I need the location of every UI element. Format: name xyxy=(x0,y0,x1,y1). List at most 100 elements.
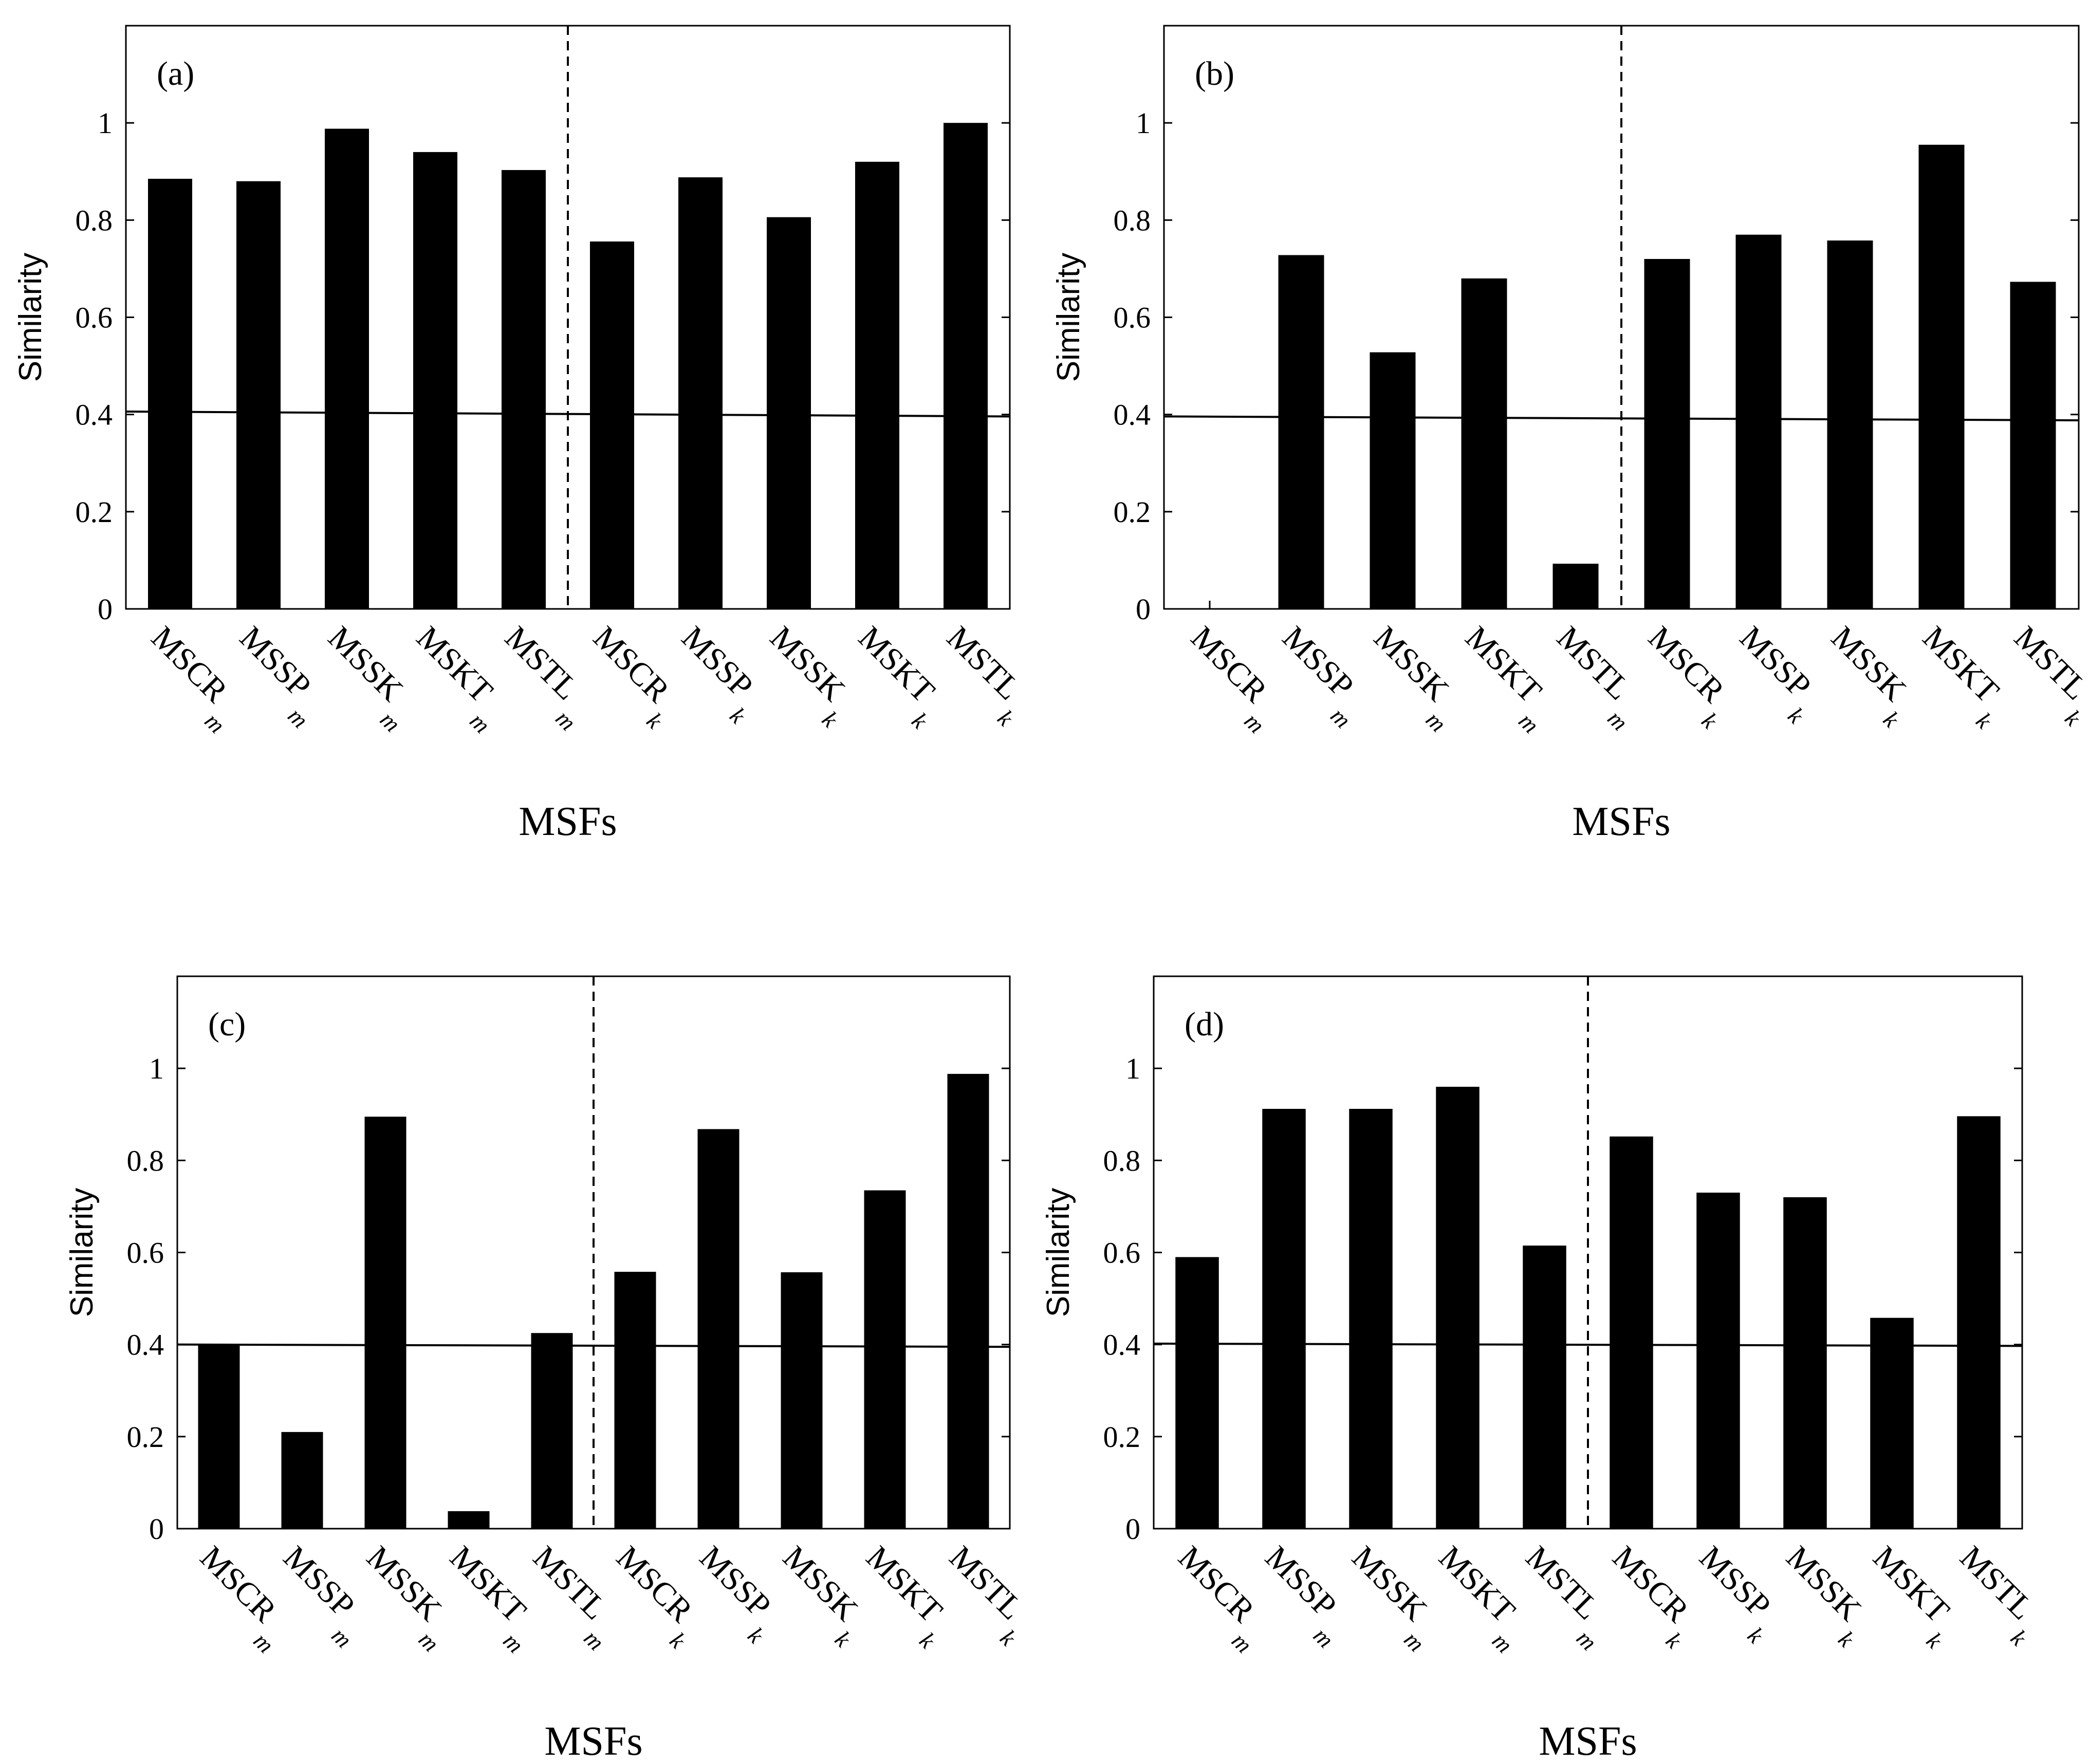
bar-b-6 xyxy=(1644,259,1690,609)
ytick-label-b-3: 0.6 xyxy=(1114,301,1151,335)
bar-a-6 xyxy=(590,241,634,609)
category-base-b-5: MSTL xyxy=(1550,619,1638,707)
bar-a-5 xyxy=(502,170,546,609)
bar-d-6 xyxy=(1610,1136,1653,1529)
category-label-d-2: MSSPm xyxy=(1245,1539,1359,1653)
bar-a-3 xyxy=(325,128,369,609)
ytick-label-a-1: 0.2 xyxy=(76,495,113,529)
category-base-d-10: MSTL xyxy=(1953,1539,2041,1627)
panel-d: 00.20.40.60.81(d)SimilarityMSCRmMSSPmMSS… xyxy=(1041,975,2053,1764)
bar-a-8 xyxy=(767,217,811,609)
category-sub-d-9: k xyxy=(1921,1627,1948,1654)
category-label-d-10: MSTLk xyxy=(1940,1539,2053,1651)
ytick-label-b-1: 0.2 xyxy=(1114,495,1151,529)
category-base-d-4: MSKT xyxy=(1432,1539,1523,1629)
category-label-b-7: MSSPk xyxy=(1720,619,1830,729)
category-sub-c-5: m xyxy=(579,1625,609,1656)
category-sub-d-2: m xyxy=(1308,1622,1339,1653)
category-label-d-5: MSTLm xyxy=(1506,1539,1622,1656)
ytick-label-b-5: 1 xyxy=(1136,106,1151,140)
bar-c-8 xyxy=(781,1272,823,1529)
ytick-label-c-2: 0.4 xyxy=(127,1328,164,1362)
category-base-d-6: MSCR xyxy=(1606,1539,1696,1629)
category-label-a-3: MSSKm xyxy=(308,619,426,737)
bar-a-7 xyxy=(678,177,723,609)
category-base-d-7: MSSP xyxy=(1693,1539,1778,1624)
category-sub-b-5: m xyxy=(1602,705,1633,736)
category-label-a-6: MSCRk xyxy=(574,619,689,734)
ytick-label-a-4: 0.8 xyxy=(76,203,113,237)
bar-b-2 xyxy=(1278,255,1324,609)
category-sub-a-1: m xyxy=(199,708,230,738)
category-base-a-1: MSCR xyxy=(144,619,235,710)
bar-b-9 xyxy=(1918,144,1965,609)
category-sub-b-3: m xyxy=(1421,707,1452,737)
category-label-b-3: MSSKm xyxy=(1354,619,1472,737)
category-base-b-4: MSKT xyxy=(1458,619,1549,710)
panel-b: 00.20.40.60.81(b)SimilarityMSCRmMSSPmMSS… xyxy=(1051,25,2089,844)
bar-b-3 xyxy=(1370,352,1416,609)
category-base-b-8: MSSK xyxy=(1824,619,1913,708)
category-base-b-9: MSKT xyxy=(1916,619,2006,710)
category-base-b-7: MSSP xyxy=(1733,619,1818,704)
category-sub-c-6: k xyxy=(664,1627,691,1654)
category-sub-a-6: k xyxy=(641,708,668,734)
y-axis-label-c: Similarity xyxy=(64,1188,100,1317)
bar-d-9 xyxy=(1870,1317,1914,1529)
category-label-a-5: MSTLm xyxy=(485,619,602,736)
bar-a-9 xyxy=(855,161,899,609)
reference-line-c xyxy=(177,1343,1010,1348)
category-label-c-3: MSSKm xyxy=(347,1539,465,1657)
bar-b-7 xyxy=(1735,234,1782,609)
category-sub-d-8: k xyxy=(1833,1626,1860,1653)
category-label-b-5: MSTLm xyxy=(1537,619,1654,736)
category-base-d-5: MSTL xyxy=(1519,1539,1607,1627)
category-label-a-2: MSSPm xyxy=(220,619,334,733)
category-base-a-9: MSKT xyxy=(852,619,942,710)
ytick-label-b-2: 0.4 xyxy=(1114,398,1151,432)
bar-b-8 xyxy=(1827,240,1873,609)
bar-a-2 xyxy=(236,181,281,609)
y-axis-label-b: Similarity xyxy=(1051,253,1086,382)
category-base-a-2: MSSP xyxy=(233,619,318,704)
category-sub-c-4: m xyxy=(498,1627,529,1658)
category-sub-a-5: m xyxy=(550,705,581,736)
bar-b-10 xyxy=(2010,282,2056,609)
bar-c-7 xyxy=(697,1129,740,1529)
y-axis-label-d: Similarity xyxy=(1041,1188,1076,1317)
category-sub-b-4: m xyxy=(1513,708,1544,738)
category-label-a-4: MSKTm xyxy=(397,619,516,738)
category-base-c-1: MSCR xyxy=(193,1539,284,1629)
category-sub-a-10: k xyxy=(992,705,1019,732)
ytick-label-c-1: 0.2 xyxy=(127,1420,164,1454)
category-label-b-6: MSCRk xyxy=(1629,619,1744,734)
category-label-b-9: MSKTk xyxy=(1903,619,2018,734)
category-sub-a-2: m xyxy=(283,702,313,733)
ytick-label-d-0: 0 xyxy=(1125,1512,1140,1546)
category-label-c-2: MSSPm xyxy=(264,1539,378,1653)
ytick-label-a-2: 0.4 xyxy=(76,398,113,432)
category-label-d-6: MSCRk xyxy=(1593,1539,1708,1654)
category-base-d-3: MSSK xyxy=(1345,1539,1434,1628)
category-label-c-6: MSCRk xyxy=(597,1539,712,1654)
ytick-label-c-5: 1 xyxy=(149,1052,164,1085)
category-base-c-10: MSTL xyxy=(942,1539,1030,1627)
category-label-a-7: MSSPk xyxy=(662,619,772,729)
category-label-c-8: MSSKk xyxy=(763,1539,877,1653)
category-label-d-4: MSKTm xyxy=(1419,1539,1538,1658)
bar-d-4 xyxy=(1436,1087,1480,1529)
ytick-label-b-0: 0 xyxy=(1136,592,1151,626)
category-base-a-4: MSKT xyxy=(410,619,500,710)
category-label-b-10: MSTLk xyxy=(1994,619,2089,732)
panel-label-d: (d) xyxy=(1185,1006,1224,1043)
bar-d-3 xyxy=(1349,1109,1393,1529)
ytick-label-a-0: 0 xyxy=(98,592,113,626)
category-sub-c-9: k xyxy=(914,1627,941,1654)
category-label-a-8: MSSKk xyxy=(750,619,864,733)
bar-c-2 xyxy=(281,1432,323,1529)
bar-d-8 xyxy=(1783,1197,1827,1529)
category-sub-d-3: m xyxy=(1399,1626,1430,1657)
category-base-d-9: MSKT xyxy=(1866,1539,1957,1629)
category-sub-c-10: k xyxy=(995,1625,1022,1651)
category-sub-b-7: k xyxy=(1783,702,1809,729)
